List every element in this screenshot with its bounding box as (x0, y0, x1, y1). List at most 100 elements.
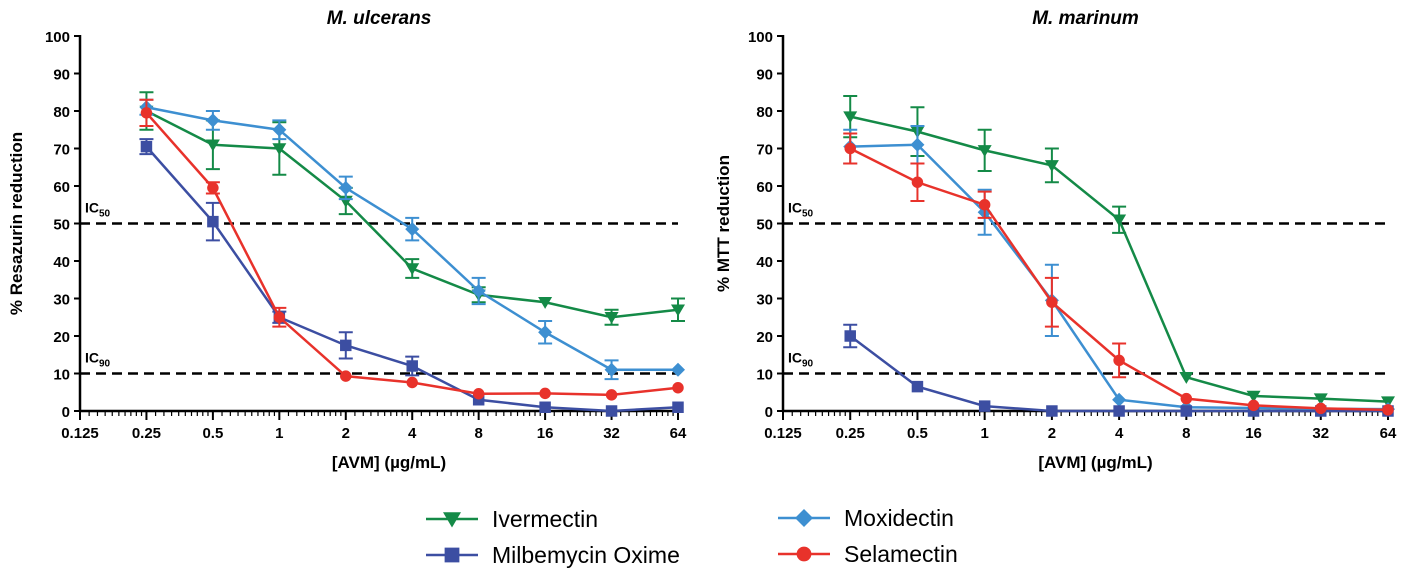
data-point-moxidectin (471, 284, 486, 298)
data-point-selamectin (1382, 404, 1394, 416)
series-ivermectin (139, 91, 685, 326)
chart-panel-1: M. ulcerans 0 10 20 30 40 50 60 70 80 90 100 0.125 0.… (7, 8, 687, 472)
data-point-ivermectin (977, 145, 992, 158)
data-point-ivermectin (1112, 214, 1127, 227)
data-point-selamectin (340, 370, 352, 382)
x-tick-label: 32 (603, 425, 620, 442)
data-point-selamectin (1180, 392, 1193, 405)
series-selamectin (139, 98, 684, 401)
chart-panel-2: M. marinum 0 10 20 30 40 50 60 70 80 90 100 0.125 0.2… (714, 8, 1397, 472)
x-tick-label: 2 (342, 425, 350, 442)
y-tick-label: 60 (756, 179, 773, 196)
legend-marker (796, 546, 812, 562)
data-point-ivermectin (671, 304, 685, 317)
x-tick-label: 2 (1048, 425, 1056, 442)
data-point-moxidectin (910, 137, 925, 152)
x-tick-label: 64 (1380, 425, 1397, 442)
data-point-selamectin (1315, 402, 1327, 415)
data-point-ivermectin (405, 263, 420, 276)
data-point-ivermectin (1179, 372, 1194, 384)
y-tick-label: 60 (53, 179, 70, 196)
data-point-selamectin (1046, 296, 1058, 308)
legend-marker (444, 547, 460, 563)
y-tick-label: 100 (748, 29, 773, 46)
data-point-milbemycin-oxime (340, 339, 352, 352)
y-axis-label: % Resazurin reduction (7, 132, 26, 315)
legend-marker (443, 512, 461, 528)
data-point-selamectin (605, 389, 618, 401)
data-point-moxidectin (604, 362, 619, 377)
y-tick-label: 20 (53, 329, 70, 346)
y-tick-label: 70 (53, 142, 70, 159)
y-tick-label: 50 (756, 217, 773, 234)
data-point-milbemycin-oxime (207, 215, 219, 228)
data-point-ivermectin (1313, 393, 1328, 406)
legend-item-milbemycin-oxime: Milbemycin Oxime (426, 542, 680, 568)
data-point-ivermectin (272, 143, 287, 156)
legend-item-selamectin: Selamectin (778, 541, 958, 567)
series-ivermectin (843, 95, 1395, 409)
series-selamectin (843, 132, 1394, 416)
chart-title: M. marinum (1032, 8, 1139, 29)
series-line (145, 112, 679, 397)
data-point-ivermectin (843, 111, 858, 124)
data-point-ivermectin (604, 312, 619, 324)
y-tick-label: 40 (756, 254, 773, 271)
data-point-milbemycin-oxime (140, 140, 153, 153)
y-tick-label: 90 (756, 67, 773, 84)
x-tick-label: 0.125 (764, 425, 802, 442)
x-tick-label: 64 (670, 425, 687, 442)
x-tick-label: 8 (474, 425, 482, 442)
legend-label: Ivermectin (492, 506, 598, 532)
y-tick-label: 10 (756, 367, 773, 384)
data-point-moxidectin (1112, 392, 1127, 407)
x-tick-label: 16 (537, 425, 554, 442)
y-axis-label: % MTT reduction (714, 155, 733, 292)
data-point-milbemycin-oxime (1046, 405, 1058, 417)
x-tick-label: 4 (1115, 425, 1124, 442)
y-tick-label: 10 (53, 367, 70, 384)
data-point-ivermectin (205, 139, 220, 152)
ic50-label: IC50 (788, 200, 814, 220)
x-tick-label: 1 (980, 425, 988, 442)
data-point-moxidectin (405, 222, 420, 237)
y-tick-label: 100 (45, 29, 70, 46)
data-point-milbemycin-oxime (472, 394, 485, 406)
y-tick-label: 80 (756, 104, 773, 121)
data-point-moxidectin (272, 122, 287, 137)
legend-item-moxidectin: Moxidectin (778, 505, 954, 531)
data-point-selamectin (406, 376, 418, 389)
y-tick-label: 50 (53, 217, 70, 234)
legend: Ivermectin Moxidectin Milbemycin Oxime Sela… (426, 505, 958, 568)
series-milbemycin-oxime (139, 138, 684, 417)
x-tick-label: 32 (1312, 425, 1329, 442)
data-point-milbemycin-oxime (1113, 405, 1125, 417)
data-point-selamectin (539, 387, 551, 400)
data-point-selamectin (207, 182, 219, 194)
x-tick-label: 0.25 (132, 425, 161, 442)
y-tick-label: 90 (53, 67, 70, 84)
x-tick-label: 4 (408, 425, 417, 442)
legend-label: Milbemycin Oxime (492, 542, 680, 568)
data-point-selamectin (1247, 399, 1260, 412)
data-point-moxidectin (338, 180, 353, 195)
legend-label: Selamectin (844, 541, 958, 567)
ic90-label: IC90 (788, 350, 814, 370)
data-point-milbemycin-oxime (406, 360, 418, 372)
x-tick-label: 0.25 (836, 425, 865, 442)
data-point-milbemycin-oxime (978, 400, 991, 412)
data-point-selamectin (844, 142, 856, 155)
x-tick-label: 1 (275, 425, 283, 442)
legend-item-ivermectin: Ivermectin (426, 506, 598, 532)
x-axis-label: [AVM] (µg/mL) (332, 453, 446, 472)
series-moxidectin (139, 98, 685, 381)
data-point-milbemycin-oxime (539, 401, 551, 413)
data-point-ivermectin (1044, 160, 1059, 173)
chart-title: M. ulcerans (327, 8, 432, 29)
data-point-moxidectin (538, 325, 553, 340)
x-tick-label: 0.5 (907, 425, 928, 442)
x-tick-label: 16 (1245, 425, 1262, 442)
data-point-milbemycin-oxime (672, 401, 684, 413)
data-point-selamectin (672, 382, 684, 394)
